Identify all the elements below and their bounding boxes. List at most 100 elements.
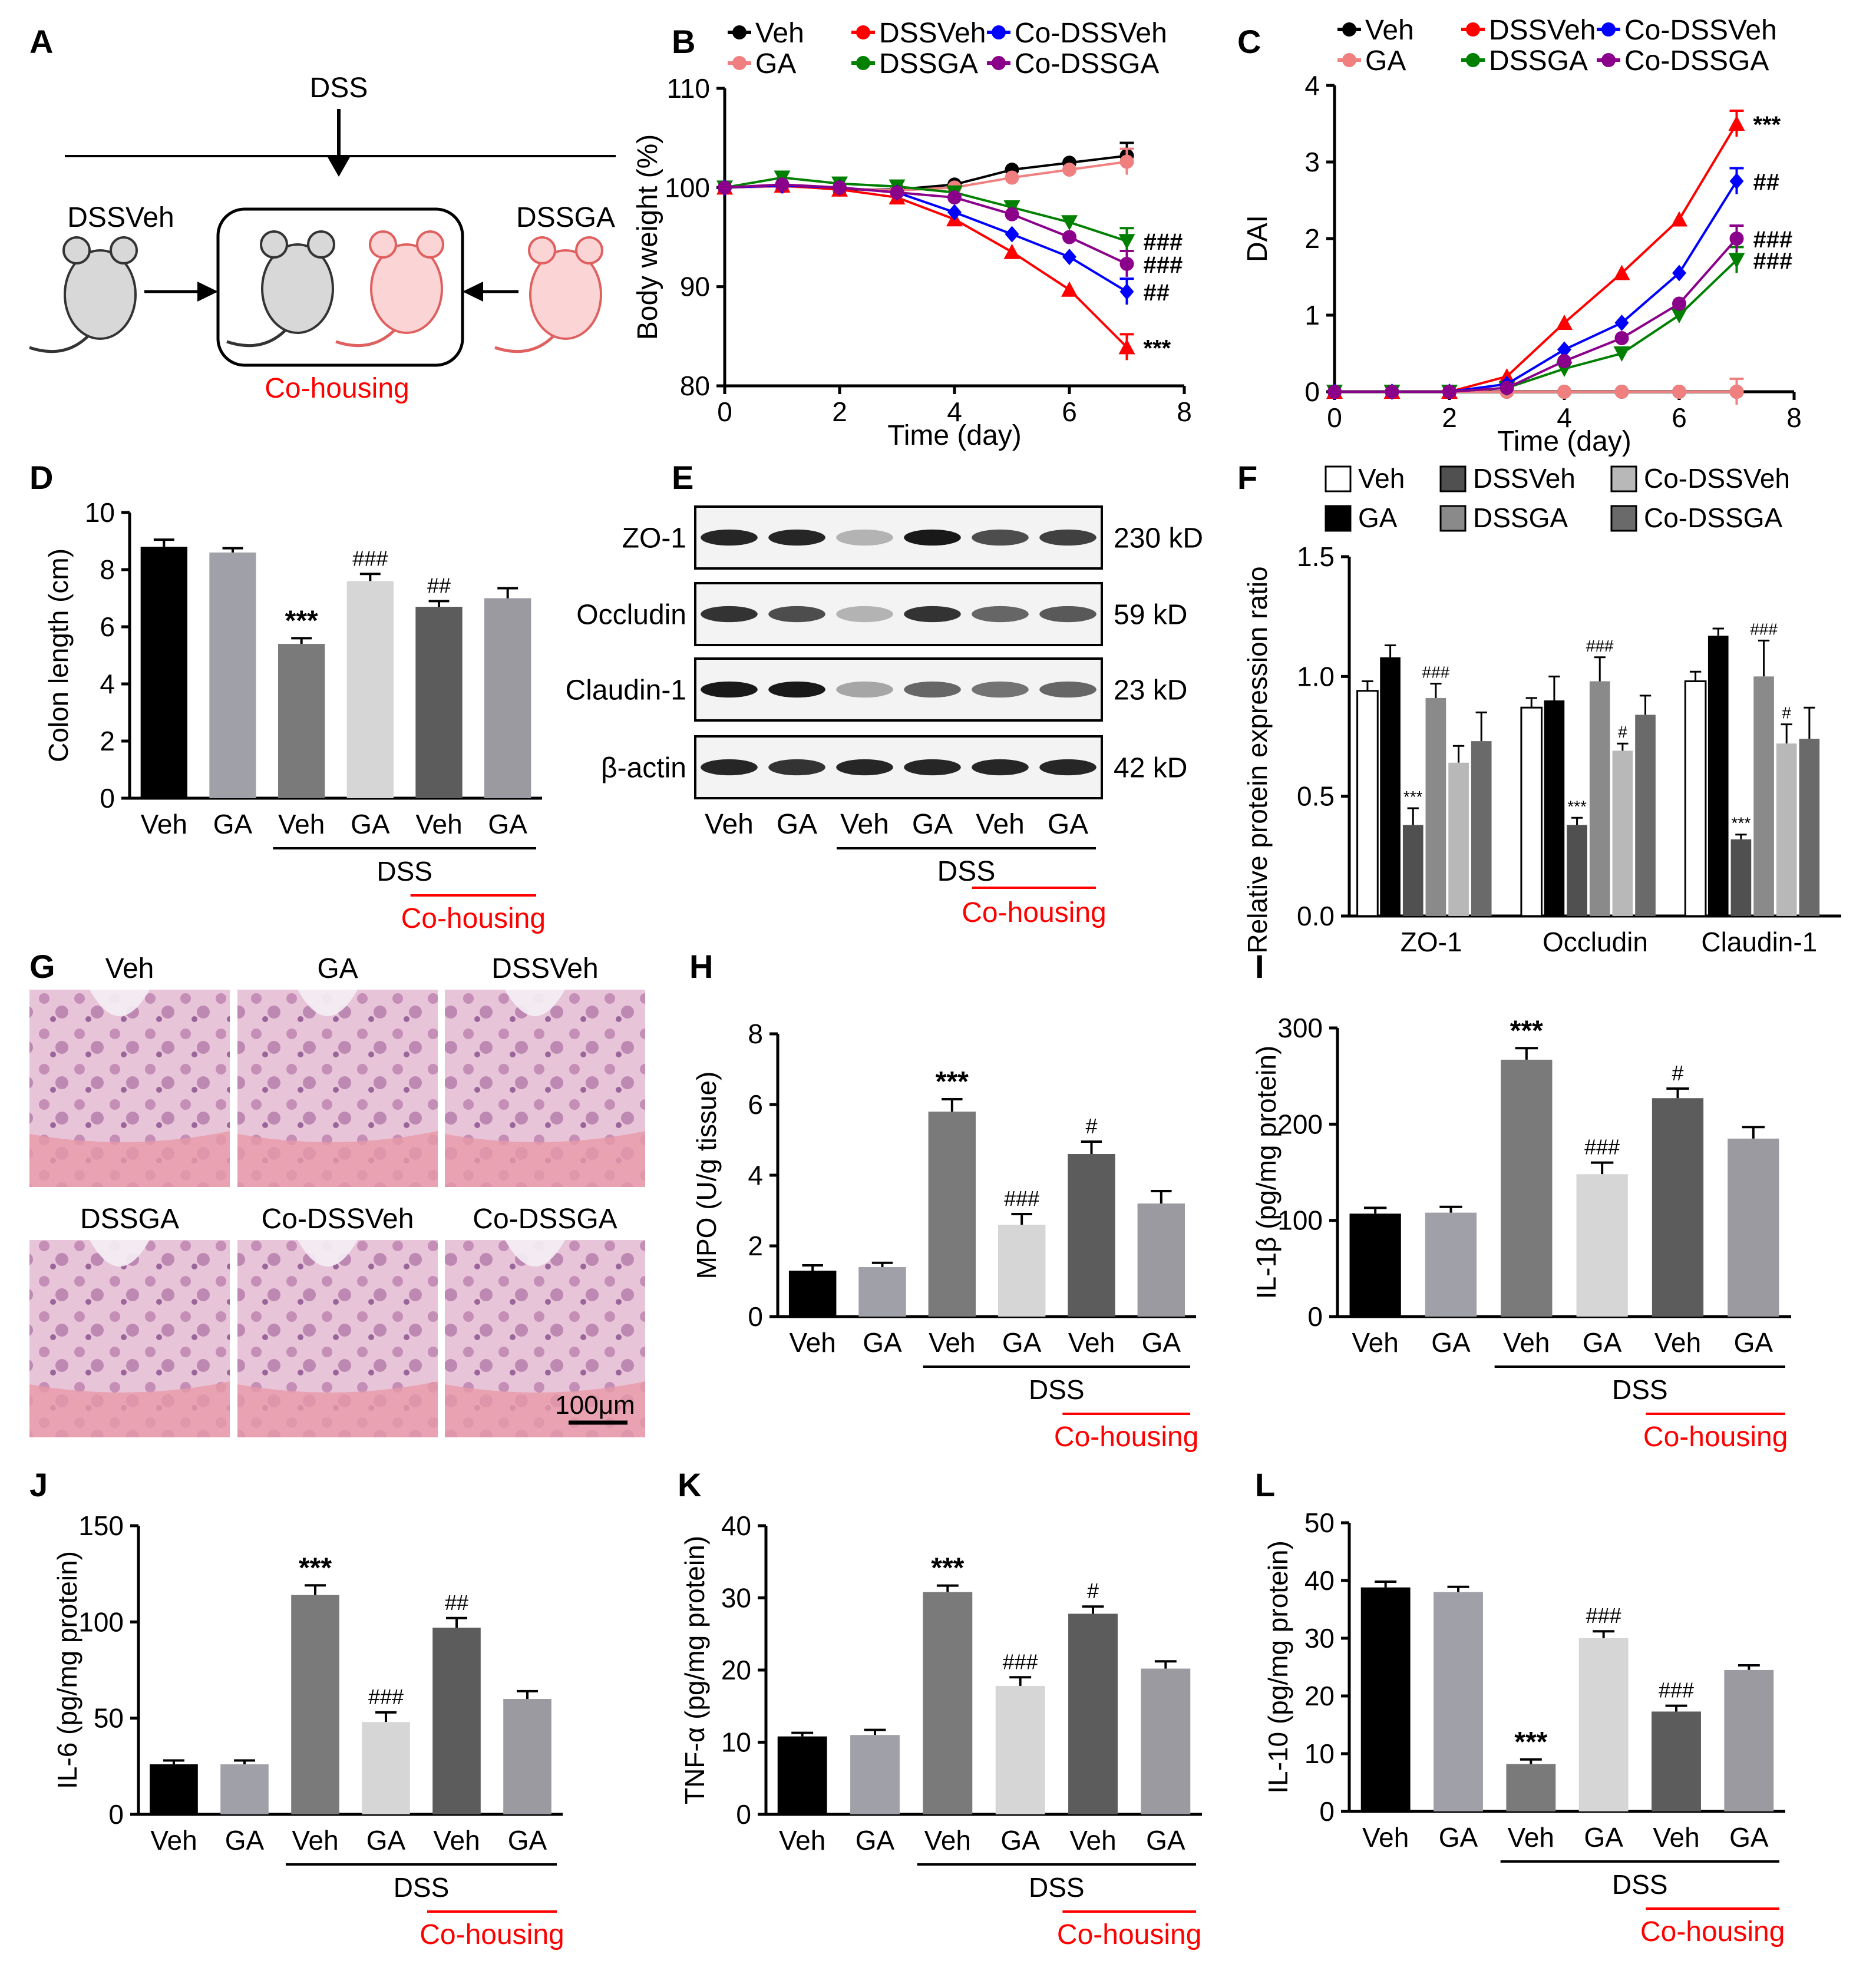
y-tick-label: 0.5 [1297,781,1335,812]
bar [1402,825,1423,916]
legend-label: DSSVeh [879,18,986,49]
significance-label: ## [1144,280,1170,306]
significance-label: ### [1750,620,1778,638]
significance-label: *** [931,1553,964,1584]
legend-label: DSSVeh [1489,15,1596,46]
bar [362,1722,410,1814]
bar [1652,1098,1704,1317]
significance-label: # [1672,1061,1683,1085]
blot-band [836,681,893,698]
histology-lumen [505,1240,565,1267]
significance-label: ### [1753,248,1793,274]
data-point [1442,385,1456,399]
x-tick-label: 8 [1786,402,1802,433]
bar [995,1685,1045,1814]
y-tick-label: 80 [680,371,710,401]
dss-group-label: DSS [1612,1869,1668,1900]
x-tick-label: GA [351,809,390,839]
y-tick-label: 2 [100,726,115,756]
histology-lumen [90,990,150,1016]
blot-lane-label: Veh [705,809,754,840]
significance-label: *** [1403,788,1423,806]
cohousing-label: Co-housing [1054,1421,1198,1453]
data-point [992,56,1006,70]
blot-band [768,606,825,623]
histology-muscle [445,1131,645,1187]
mouse-icon [494,236,603,353]
data-point [1061,215,1078,231]
bar [1730,839,1752,916]
y-tick-label: 1.5 [1297,541,1335,572]
dssga-label: DSSGA [516,202,615,233]
x-tick-label: Veh [1508,1822,1554,1853]
legend-label: GA [755,48,796,80]
y-tick-label: 0 [1319,1796,1335,1827]
y-tick-label: 4 [100,669,115,699]
data-point [718,180,732,195]
data-point [1061,281,1078,297]
significance-label: ### [352,546,388,570]
blot-row-label: Claudin-1 [566,675,686,706]
blot-size-label: 59 kD [1114,600,1187,631]
y-tick-label: 200 [1277,1109,1323,1139]
significance-label: ### [1422,663,1450,682]
histology-label: GA [317,953,358,984]
blot-frame [694,582,1103,646]
panel-letter: L [1255,1466,1275,1503]
data-point [890,185,904,200]
data-point [1005,226,1019,243]
data-point [1327,385,1342,399]
y-tick-label: 2 [1304,223,1320,254]
bar [1576,1174,1628,1317]
blot-band [904,681,961,698]
bar [1776,743,1797,916]
legend-label: Co-DSSGA [1015,48,1159,80]
bar [1753,676,1774,916]
x-tick-label: Claudin-1 [1701,927,1817,957]
data-point [732,25,747,39]
panel-letter: D [29,459,53,496]
blot-frame [694,657,1103,722]
x-tick-label: GA [1584,1822,1623,1853]
bar [1356,690,1379,917]
legend-swatch [1325,465,1352,492]
bar [1612,750,1633,916]
y-tick-label: 0 [748,1301,763,1332]
legend-label: GA [1365,45,1406,77]
bar [788,1271,837,1317]
y-tick-label: 110 [667,73,710,104]
bar [1501,1059,1553,1317]
cohousing-label: Co-housing [1057,1919,1201,1950]
data-point [1614,385,1629,399]
data-point [1500,381,1514,395]
legend-label: DSSGA [1489,45,1588,77]
significance-label: *** [1753,112,1781,138]
blot-band [1039,681,1096,698]
bar-chart-J: 0 50 100 150 IL-6 (pg/mg protein) Veh GA Veh ***… [52,1510,564,1950]
x-tick-label: GA [1000,1825,1040,1856]
y-axis-label: MPO (U/g tissue) [691,1072,722,1279]
panel-letter: A [29,23,53,60]
cohousing-label: Co-housing [420,1919,564,1950]
bar [1068,1154,1115,1317]
blot-band [836,529,893,546]
bar [1589,681,1610,916]
data-point [732,56,747,70]
panel-letter: J [29,1466,48,1503]
data-point [1557,354,1571,368]
mouse-icon [335,230,444,348]
x-tick-label: GA [508,1825,547,1856]
bar [1349,1214,1401,1317]
blot-band [972,681,1029,698]
data-point [1614,331,1629,345]
cohousing-label: Co-housing [265,373,409,404]
significance-label: ## [445,1591,468,1615]
panel-letter: H [689,948,713,985]
x-tick-label: Veh [1068,1327,1115,1358]
histology-muscle [29,1381,230,1437]
panel-letter: B [672,23,695,60]
bar [1434,1592,1483,1811]
x-tick-label: 6 [1062,396,1077,427]
blot-band [904,759,961,776]
